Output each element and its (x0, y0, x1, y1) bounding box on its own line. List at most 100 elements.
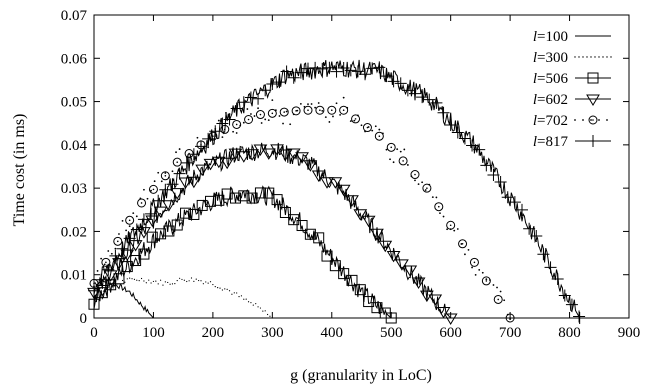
data-marker (327, 105, 337, 115)
circle-marker-ring (279, 107, 289, 117)
data-marker (180, 156, 193, 169)
data-point (464, 253, 466, 256)
circle-marker-dot (140, 202, 143, 204)
data-point (198, 279, 200, 282)
data-point (132, 212, 135, 215)
legend-label: l=602 (533, 92, 568, 108)
data-marker (148, 184, 158, 194)
data-marker (88, 284, 100, 297)
data-point (509, 318, 512, 321)
data-point (107, 250, 110, 252)
data-marker (137, 213, 150, 226)
data-marker (573, 310, 586, 323)
data-point (171, 283, 174, 285)
data-marker (363, 296, 375, 308)
data-point (339, 113, 341, 116)
circle-marker-dot (354, 118, 357, 120)
data-marker (516, 203, 528, 216)
y-tick-label: 0.03 (61, 181, 87, 197)
data-marker (361, 215, 376, 228)
data-marker (123, 232, 136, 245)
data-marker (163, 225, 175, 237)
circle-marker-dot (509, 317, 511, 319)
data-marker (196, 199, 208, 211)
data-marker (102, 263, 115, 276)
data-marker (434, 202, 444, 212)
circle-marker-dot (295, 110, 297, 112)
circle-marker-dot (414, 173, 416, 176)
data-point (240, 295, 243, 297)
circle-marker-dot (259, 113, 262, 116)
data-marker (354, 284, 366, 296)
data-point (136, 279, 138, 281)
data-marker (451, 126, 464, 139)
data-marker (309, 61, 322, 74)
data-point (150, 282, 152, 284)
data-marker (121, 261, 133, 273)
data-point (435, 196, 438, 199)
data-marker (411, 277, 426, 289)
series-l-817 (88, 59, 586, 324)
circle-marker-dot (378, 135, 381, 137)
data-marker (410, 170, 420, 180)
data-marker (330, 65, 343, 78)
data-point (129, 277, 131, 279)
y-tick-label: 0.04 (61, 138, 88, 154)
data-marker (480, 159, 493, 172)
data-marker (295, 152, 309, 164)
data-marker (184, 149, 194, 159)
x-tick-label: 100 (142, 325, 165, 341)
x-tick-label: 900 (618, 325, 641, 341)
data-point (399, 150, 402, 153)
data-point (285, 110, 288, 113)
data-marker (386, 250, 401, 263)
data-point (233, 292, 235, 294)
data-point (231, 293, 233, 295)
legend-label-var: l (533, 29, 537, 45)
circle-marker-ring (232, 119, 242, 129)
data-point (153, 180, 156, 183)
data-point (138, 280, 140, 282)
circle-marker-dot (485, 280, 488, 282)
data-point (114, 247, 117, 250)
circle-marker-dot (497, 298, 500, 301)
data-point (228, 290, 231, 292)
legend-swatch-dot (598, 119, 600, 121)
data-point (178, 148, 181, 150)
y-tick-label: 0.07 (61, 8, 88, 24)
data-point (179, 277, 181, 279)
circle-marker-dot (283, 111, 286, 113)
data-point (209, 281, 212, 283)
data-point (214, 286, 216, 288)
data-marker (146, 231, 158, 243)
x-tick-label: 200 (202, 325, 225, 341)
circle-marker-dot (152, 188, 155, 191)
circle-marker-ring (410, 170, 420, 180)
legend-swatch-marker (587, 72, 599, 84)
data-marker (423, 93, 436, 106)
data-marker (188, 208, 200, 220)
data-point (102, 290, 105, 292)
data-point (389, 158, 391, 161)
data-point (167, 281, 169, 284)
legend-label-var: l (533, 134, 537, 150)
data-marker (236, 151, 251, 163)
data-marker (278, 149, 293, 161)
circle-marker-ring (315, 105, 325, 115)
circle-marker-ring (362, 123, 372, 133)
data-marker (195, 140, 207, 153)
data-marker (112, 258, 126, 270)
legend-swatch-dot (582, 56, 584, 58)
circle-marker-dot (176, 161, 179, 163)
circle-marker-ring (125, 215, 135, 225)
data-marker (303, 105, 313, 115)
data-marker (138, 248, 150, 260)
data-point (267, 119, 270, 122)
data-marker (195, 164, 210, 177)
circle-marker-dot (93, 282, 95, 285)
data-point (221, 289, 223, 291)
x-tick-label: 700 (499, 325, 522, 341)
data-point (289, 123, 292, 126)
data-marker (444, 118, 457, 131)
